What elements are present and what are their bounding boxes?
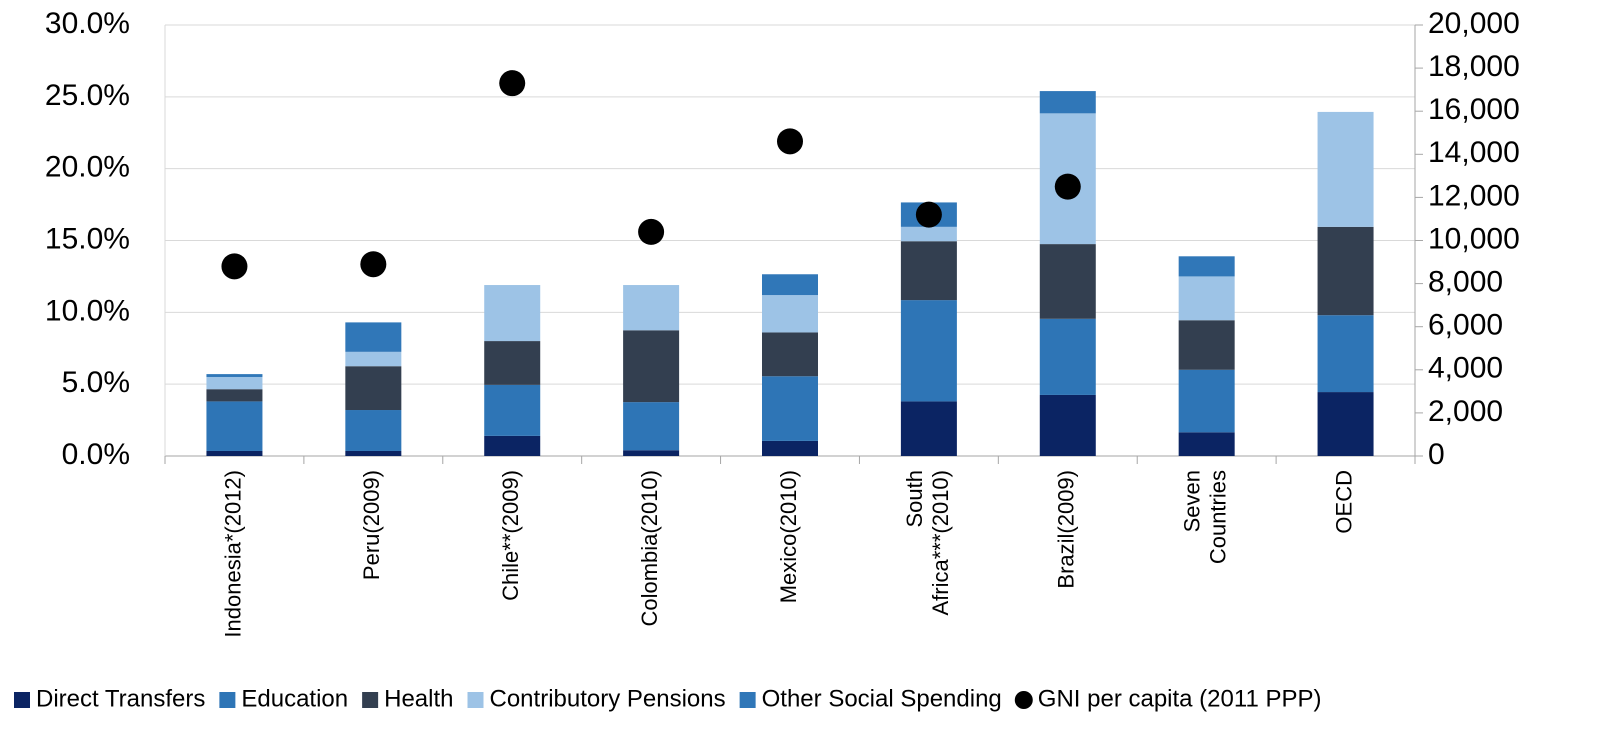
y-tick-label: 0.0% bbox=[62, 438, 130, 471]
bar-segment bbox=[206, 376, 263, 390]
bar-segment bbox=[762, 440, 818, 456]
y-tick-label: 10.0% bbox=[45, 294, 130, 327]
y2-tick-label: 0 bbox=[1428, 438, 1445, 471]
legend-item: GNI per capita (2011 PPP) bbox=[1014, 685, 1322, 712]
legend-label: Health bbox=[384, 685, 453, 712]
bar-segment bbox=[206, 450, 263, 456]
bar-segment bbox=[1039, 91, 1096, 114]
bar-segment bbox=[1317, 392, 1374, 456]
bar-segment bbox=[1178, 369, 1235, 433]
bar-segment bbox=[762, 274, 818, 296]
bar-segment bbox=[762, 376, 818, 441]
point bbox=[221, 253, 248, 280]
y2-tick-label: 8,000 bbox=[1428, 266, 1503, 299]
point bbox=[915, 201, 942, 228]
bar-segment bbox=[1178, 256, 1235, 277]
y-tick-label: 5.0% bbox=[62, 366, 130, 399]
bar-segment bbox=[1317, 315, 1374, 393]
y2-tick-label: 14,000 bbox=[1428, 136, 1520, 169]
point bbox=[638, 218, 665, 245]
legend-label: GNI per capita (2011 PPP) bbox=[1038, 685, 1322, 712]
bar-segment bbox=[1039, 318, 1096, 395]
bar-segment bbox=[623, 285, 680, 331]
legend-item: Education bbox=[219, 685, 348, 712]
x-tick-label: Indonesia*(2012) bbox=[220, 470, 245, 638]
x-tick-label: SouthAfrica***(2010) bbox=[902, 470, 953, 616]
bar-segment bbox=[900, 226, 957, 242]
bar-segment bbox=[1317, 226, 1374, 316]
y-tick-label: 20.0% bbox=[45, 151, 130, 184]
bar-segment bbox=[484, 384, 541, 436]
legend-marker bbox=[362, 692, 379, 708]
bar-segment bbox=[345, 450, 402, 456]
bar-segment bbox=[206, 374, 263, 377]
bar-segment bbox=[623, 450, 680, 456]
bar-segment bbox=[1317, 111, 1374, 227]
y2-tick-label: 20,000 bbox=[1428, 7, 1520, 40]
point bbox=[1054, 173, 1081, 200]
legend-marker bbox=[467, 692, 484, 708]
legend-label: Direct Transfers bbox=[36, 685, 205, 712]
x-tick-label: SevenCountries bbox=[1179, 470, 1230, 564]
bar-segment bbox=[1178, 320, 1235, 370]
legend-item: Health bbox=[362, 685, 454, 712]
bar-segment bbox=[345, 410, 402, 451]
bar-segment bbox=[345, 366, 402, 411]
y2-tick-label: 16,000 bbox=[1428, 93, 1520, 126]
bar-segment bbox=[1178, 432, 1235, 456]
legend-marker bbox=[14, 692, 30, 708]
bar-segment bbox=[900, 241, 957, 301]
y2-tick-label: 18,000 bbox=[1428, 50, 1520, 83]
bar-segment bbox=[345, 351, 402, 367]
bar-segment bbox=[623, 402, 680, 451]
legend-marker bbox=[219, 692, 236, 708]
y2-tick-label: 10,000 bbox=[1428, 222, 1520, 255]
legend-marker bbox=[1014, 691, 1033, 709]
bar-segment bbox=[900, 401, 957, 456]
x-tick-label: Brazil(2009) bbox=[1054, 470, 1079, 589]
legend-item: Contributory Pensions bbox=[467, 685, 726, 712]
x-tick-label: Peru(2009) bbox=[359, 470, 384, 580]
legend-label: Other Social Spending bbox=[762, 685, 1002, 712]
legend-label: Contributory Pensions bbox=[490, 685, 726, 712]
x-tick-label: Mexico(2010) bbox=[776, 470, 801, 603]
bar-segment bbox=[1178, 276, 1235, 321]
y2-tick-label: 12,000 bbox=[1428, 179, 1520, 212]
legend-item: Other Social Spending bbox=[739, 685, 1002, 712]
legend-label: Education bbox=[241, 685, 348, 712]
bar-segment bbox=[1039, 244, 1096, 319]
point bbox=[499, 70, 526, 97]
legend-item: Direct Transfers bbox=[14, 685, 205, 712]
legend-marker bbox=[739, 692, 756, 708]
bar-segment bbox=[206, 389, 263, 402]
bar-segment bbox=[762, 295, 818, 333]
bar-segment bbox=[484, 285, 541, 342]
bar-segment bbox=[623, 330, 680, 403]
bar-segment bbox=[484, 435, 541, 456]
x-tick-label: Colombia(2010) bbox=[637, 470, 662, 627]
bar-segment bbox=[900, 300, 957, 402]
bar-segment bbox=[484, 341, 541, 385]
bar-segment bbox=[1039, 394, 1096, 456]
y-tick-label: 30.0% bbox=[45, 7, 130, 40]
x-tick-label: Chile**(2009) bbox=[498, 470, 523, 601]
y-tick-label: 15.0% bbox=[45, 222, 130, 255]
bar-segment bbox=[206, 401, 263, 451]
bar-segment bbox=[762, 332, 818, 377]
point bbox=[360, 251, 387, 278]
point bbox=[777, 128, 803, 155]
bar-segment bbox=[345, 322, 402, 352]
y-tick-label: 25.0% bbox=[45, 79, 130, 112]
y2-tick-label: 2,000 bbox=[1428, 395, 1503, 428]
x-tick-label: OECD bbox=[1331, 470, 1356, 534]
y2-tick-label: 6,000 bbox=[1428, 309, 1503, 342]
y2-tick-label: 4,000 bbox=[1428, 352, 1503, 385]
